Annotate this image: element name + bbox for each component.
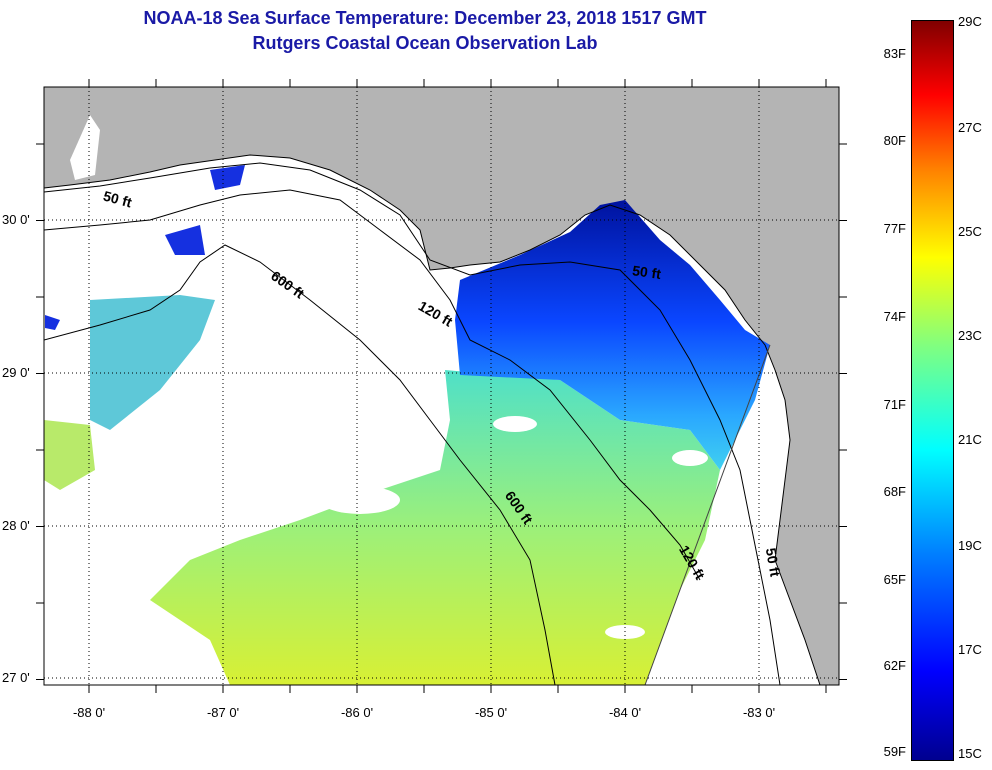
longitude-label: -86 0'	[340, 705, 374, 720]
cloud-patch	[493, 416, 537, 432]
latitude-label: 30 0'	[2, 212, 30, 227]
cloud-patch	[320, 486, 400, 514]
celsius-label: 23C	[958, 328, 982, 343]
celsius-label: 25C	[958, 224, 982, 239]
latitude-label: 28 0'	[2, 518, 30, 533]
fahrenheit-label: 83F	[883, 46, 906, 61]
contour-50ft	[44, 162, 781, 685]
sst-coastal-blue	[45, 165, 245, 330]
contour-600ft	[44, 244, 556, 685]
coastline	[44, 154, 821, 685]
celsius-label: 29C	[958, 14, 982, 29]
celsius-label: 17C	[958, 642, 982, 657]
map-frame	[43, 86, 840, 686]
longitude-label: -85 0'	[474, 705, 508, 720]
fahrenheit-label: 68F	[883, 484, 906, 499]
fahrenheit-label: 80F	[883, 133, 906, 148]
swath-edge	[644, 344, 771, 685]
longitude-label: -88 0'	[72, 705, 106, 720]
fahrenheit-label: 74F	[883, 309, 906, 324]
contour-120ft	[44, 189, 701, 581]
sst-warm-west-edge	[44, 420, 95, 490]
celsius-label: 15C	[958, 746, 982, 761]
sst-warm-region	[150, 370, 720, 685]
latitude-label: 29 0'	[2, 365, 30, 380]
land-area	[44, 87, 839, 685]
sst-cold-region	[455, 200, 770, 470]
contour-label: 50 ft	[631, 262, 662, 282]
contour-label: 50 ft	[102, 188, 134, 211]
map-subtitle: Rutgers Coastal Ocean Observation Lab	[252, 33, 598, 53]
fahrenheit-label: 77F	[883, 221, 906, 236]
fahrenheit-label: 71F	[883, 397, 906, 412]
map-title: NOAA-18 Sea Surface Temperature: Decembe…	[143, 8, 707, 28]
fahrenheit-label: 65F	[883, 572, 906, 587]
temperature-colorbar	[911, 20, 954, 761]
longitude-label: -87 0'	[206, 705, 240, 720]
bay-water	[70, 115, 100, 180]
latitude-label: 27 0'	[2, 670, 30, 685]
celsius-label: 27C	[958, 120, 982, 135]
gridlines	[44, 87, 839, 685]
fahrenheit-label: 62F	[883, 658, 906, 673]
sst-warm-west	[90, 295, 215, 430]
contour-label: 50 ft	[763, 547, 784, 578]
axis-ticks	[36, 79, 847, 693]
longitude-label: -84 0'	[608, 705, 642, 720]
celsius-label: 21C	[958, 432, 982, 447]
longitude-label: -83 0'	[742, 705, 776, 720]
cloud-patch	[672, 450, 708, 466]
celsius-label: 19C	[958, 538, 982, 553]
fahrenheit-label: 59F	[883, 744, 906, 759]
